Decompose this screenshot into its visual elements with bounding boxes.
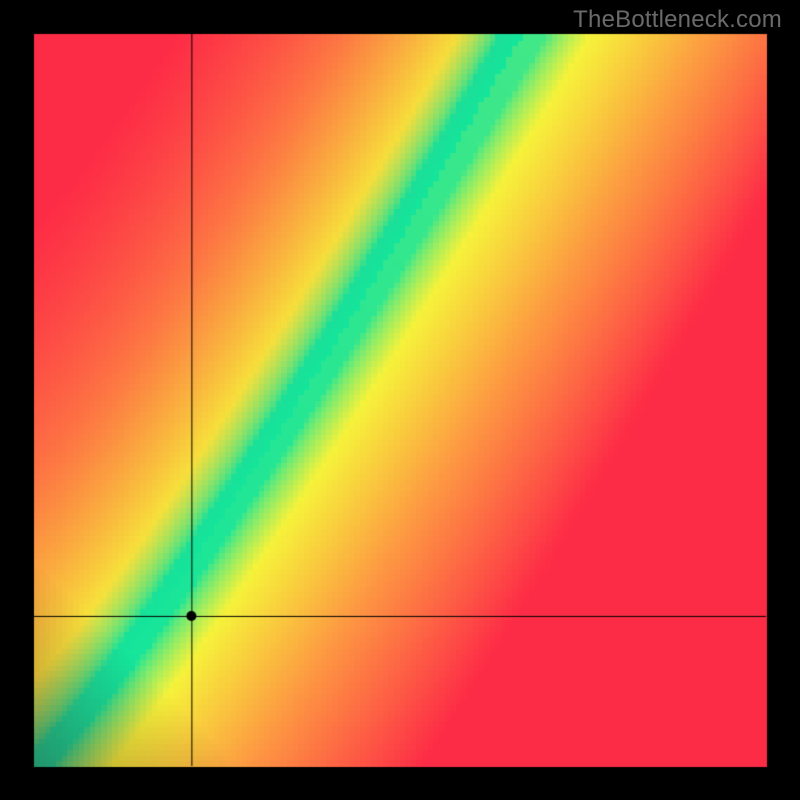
chart-container: TheBottleneck.com [0,0,800,800]
watermark-text: TheBottleneck.com [573,6,782,34]
heatmap-canvas [0,0,800,800]
